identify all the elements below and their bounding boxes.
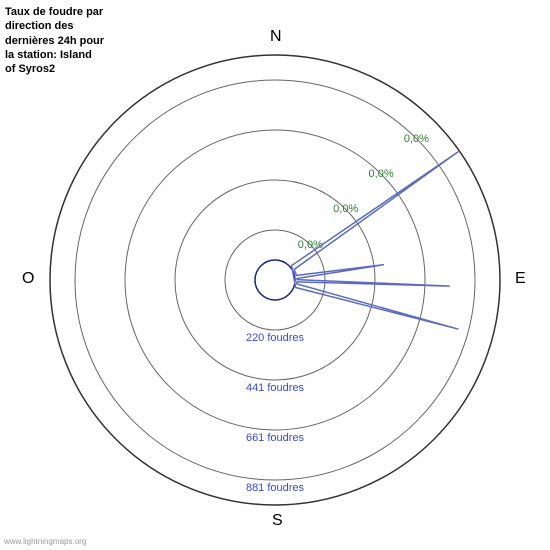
pct-label-0: 0,0% [298, 239, 323, 251]
pct-label-1: 0,0% [333, 203, 358, 215]
count-label-2: 661 foudres [246, 432, 304, 444]
count-label-3: 881 foudres [246, 482, 304, 494]
chart-title: Taux de foudre par direction des dernièr… [5, 5, 105, 76]
watermark: www.lightningmaps.org [4, 537, 86, 546]
cardinal-s: S [272, 512, 283, 530]
cardinal-e: E [515, 270, 526, 288]
pct-label-3: 0,0% [404, 133, 429, 145]
polar-chart [0, 0, 550, 550]
cardinal-w: O [22, 270, 34, 288]
count-label-0: 220 foudres [246, 332, 304, 344]
pct-label-2: 0,0% [369, 168, 394, 180]
count-label-1: 441 foudres [246, 382, 304, 394]
cardinal-n: N [270, 28, 282, 46]
